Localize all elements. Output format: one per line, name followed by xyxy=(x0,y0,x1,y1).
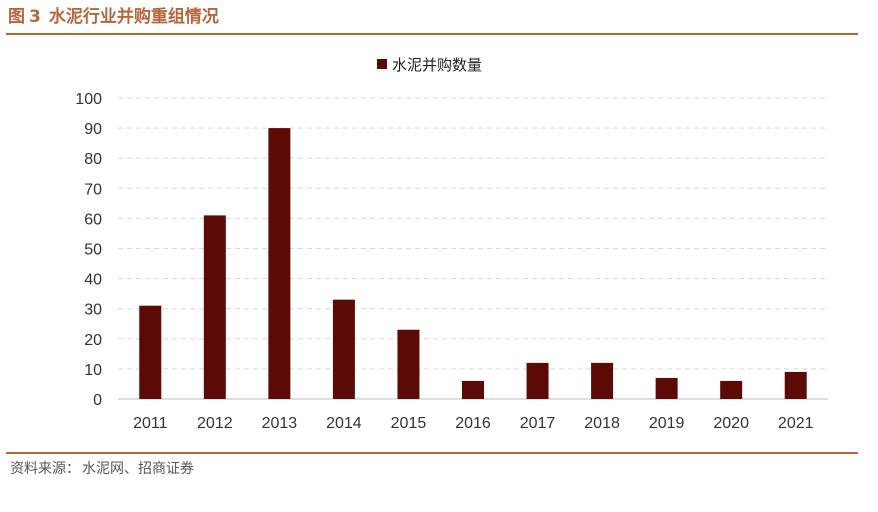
figure-number: 3 xyxy=(29,7,41,27)
bar xyxy=(591,362,614,399)
y-tick-label: 70 xyxy=(84,181,102,198)
x-tick-label: 2019 xyxy=(649,415,685,432)
x-tick-label: 2018 xyxy=(584,415,620,432)
x-tick-label: 2016 xyxy=(455,415,491,432)
bar xyxy=(332,299,355,399)
x-tick-label: 2021 xyxy=(778,415,814,432)
y-tick-label: 50 xyxy=(84,242,102,259)
x-tick-label: 2017 xyxy=(520,415,556,432)
source-label: 资料来源： xyxy=(10,461,80,477)
title-divider xyxy=(6,33,858,35)
source-divider xyxy=(6,452,858,454)
y-tick-label: 90 xyxy=(84,121,102,138)
x-tick-label: 2013 xyxy=(262,415,298,432)
legend-swatch xyxy=(377,59,387,69)
y-tick-label: 80 xyxy=(84,151,102,168)
figure-label: 图 xyxy=(8,7,25,27)
bar xyxy=(397,329,420,399)
bar xyxy=(203,215,226,399)
y-tick-label: 40 xyxy=(84,272,102,289)
y-tick-label: 10 xyxy=(84,362,102,379)
x-tick-label: 2012 xyxy=(197,415,233,432)
bar xyxy=(655,377,678,399)
y-tick-label: 20 xyxy=(84,332,102,349)
bar xyxy=(526,362,549,399)
bar xyxy=(720,380,743,399)
source-note: 资料来源： 水泥网、招商证券 xyxy=(10,458,194,478)
x-tick-label: 2015 xyxy=(391,415,427,432)
y-tick-label: 30 xyxy=(84,302,102,319)
y-tick-label: 60 xyxy=(84,211,102,228)
bar xyxy=(784,371,807,399)
bar xyxy=(462,380,484,399)
legend-label: 水泥并购数量 xyxy=(392,56,482,74)
x-tick-label: 2011 xyxy=(133,415,168,432)
x-tick-label: 2014 xyxy=(326,415,362,432)
bar-chart: 0 10 20 30 40 50 60 70 80 90 100 2011 2012 2013 2014 20… xyxy=(75,56,828,432)
source-text: 水泥网、招商证券 xyxy=(82,461,194,477)
x-tick-label: 2020 xyxy=(713,415,749,432)
figure-title-text: 水泥行业并购重组情况 xyxy=(48,7,219,27)
figure-title: 图 3 水泥行业并购重组情况 xyxy=(8,4,219,30)
bar xyxy=(139,305,162,399)
y-tick-label: 0 xyxy=(93,392,102,409)
bar xyxy=(268,128,291,399)
y-tick-label: 100 xyxy=(75,91,102,108)
